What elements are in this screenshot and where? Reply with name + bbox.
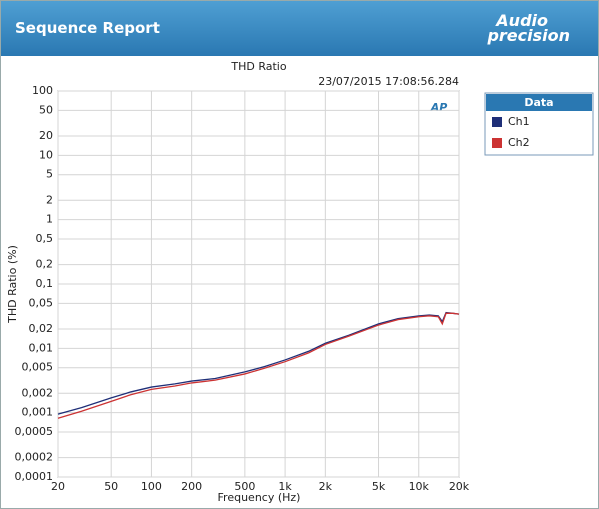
legend-label: Ch2	[508, 136, 530, 149]
y-tick-label: 0,01	[29, 341, 54, 354]
x-tick-label: 100	[141, 480, 162, 493]
y-tick-label: 0,002	[22, 386, 54, 399]
y-tick-label: 0,1	[36, 277, 54, 290]
y-tick-label: 50	[39, 103, 53, 116]
x-tick-label: 200	[181, 480, 202, 493]
y-tick-label: 100	[32, 84, 53, 97]
x-tick-label: 20k	[449, 480, 470, 493]
report-title: Sequence Report	[15, 19, 160, 37]
legend-swatch	[492, 138, 502, 148]
legend-header	[486, 94, 592, 111]
y-tick-label: 0,2	[36, 258, 54, 271]
logo-text: Audio	[496, 11, 548, 30]
x-tick-label: 1k	[278, 480, 292, 493]
y-tick-label: 0,5	[36, 232, 54, 245]
y-tick-label: 0,0005	[15, 425, 54, 438]
chart-title: THD Ratio	[230, 60, 286, 73]
legend-swatch	[492, 117, 502, 127]
x-tick-label: 500	[234, 480, 255, 493]
x-tick-label: 2k	[319, 480, 333, 493]
x-tick-label: 10k	[409, 480, 430, 493]
y-tick-label: 0,05	[29, 296, 54, 309]
legend-title: Data	[524, 96, 553, 109]
y-tick-label: 10	[39, 148, 53, 161]
series-line	[57, 311, 460, 415]
y-tick-label: 0,001	[22, 406, 54, 419]
watermark: AP	[430, 101, 448, 114]
y-tick-label: 0,0001	[15, 470, 54, 483]
y-tick-label: 5	[46, 168, 53, 181]
x-tick-label: 50	[104, 480, 118, 493]
x-axis-label: Frequency (Hz)	[218, 491, 301, 504]
y-axis-label: THD Ratio (%)	[6, 245, 19, 324]
header: Sequence Report Audio precision	[1, 1, 598, 56]
x-tick-label: 20	[51, 480, 65, 493]
y-tick-label: 2	[46, 193, 53, 206]
x-tick-label: 5k	[372, 480, 386, 493]
y-tick-label: 0,005	[22, 361, 54, 374]
series-line	[57, 312, 460, 419]
legend-label: Ch1	[508, 115, 530, 128]
timestamp: 23/07/2015 17:08:56.284	[318, 75, 459, 88]
y-tick-label: 1	[46, 213, 53, 226]
y-tick-label: 0,0002	[15, 451, 54, 464]
y-tick-label: 0,02	[29, 322, 54, 335]
logo-text: precision	[487, 26, 570, 45]
y-tick-label: 20	[39, 129, 53, 142]
